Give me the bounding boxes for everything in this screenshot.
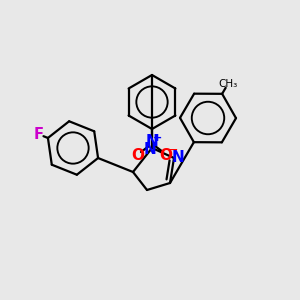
Text: CH₃: CH₃: [218, 79, 238, 88]
Text: F: F: [34, 127, 44, 142]
Text: N: N: [144, 142, 156, 157]
Text: −: −: [168, 143, 178, 157]
Text: +: +: [153, 133, 163, 143]
Text: N: N: [172, 149, 184, 164]
Text: O: O: [131, 148, 145, 163]
Text: O: O: [160, 148, 172, 163]
Text: N: N: [146, 134, 158, 149]
